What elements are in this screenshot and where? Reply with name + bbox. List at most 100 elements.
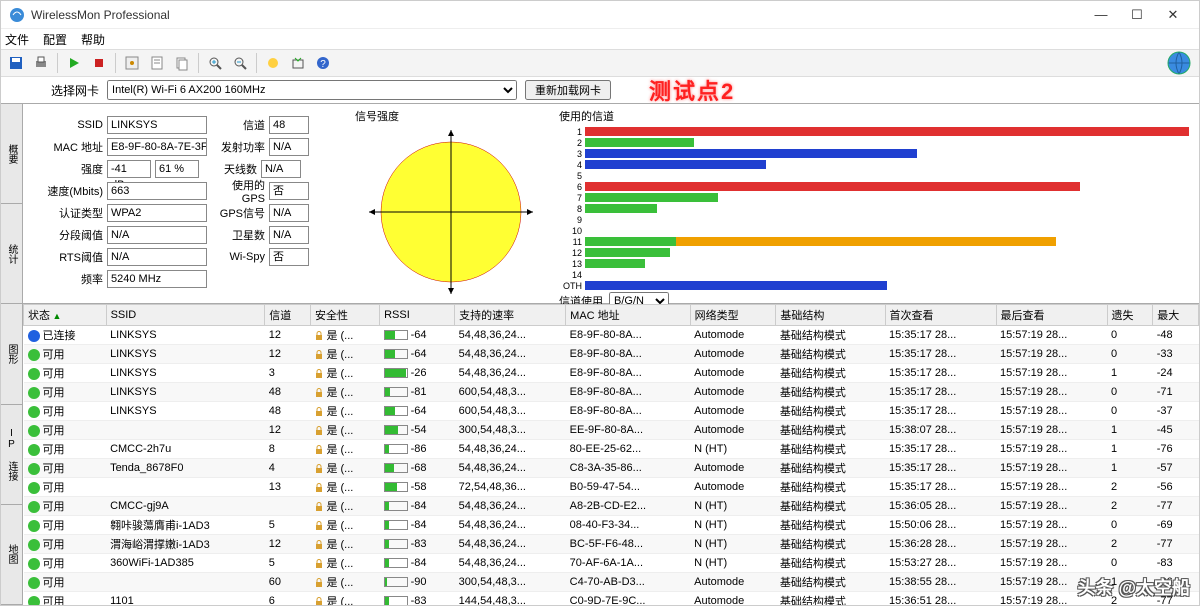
table-row[interactable]: 可用LINKSYS3是 (...-2654,48,36,24...E8-9F-8… [24,364,1199,383]
print-icon[interactable] [30,52,52,74]
antenna-label: 天线数 [203,161,257,177]
col-infra[interactable]: 基础结构 [776,305,885,326]
testpoint-label: 测试点2 [649,74,735,106]
maximize-button[interactable]: ☐ [1119,4,1155,26]
table-row[interactable]: 可用12是 (...-54300,54,48,3...EE-9F-80-8A..… [24,421,1199,440]
log-icon[interactable] [146,52,168,74]
channel-row: 3 [557,148,1189,159]
menu-file[interactable]: 文件 [5,31,29,48]
app-title: WirelessMon Professional [31,8,1083,22]
col-last[interactable]: 最后查看 [996,305,1107,326]
col-mac[interactable]: MAC 地址 [566,305,690,326]
channel-row: 9 [557,214,1189,225]
export-icon[interactable] [287,52,309,74]
table-row[interactable]: 可用360WiFi-1AD3855是 (...-8454,48,36,24...… [24,554,1199,573]
col-lost[interactable]: 遗失 [1107,305,1153,326]
help-icon[interactable]: ? [312,52,334,74]
network-table: 状态 ▲SSID信道安全性RSSI支持的速率MAC 地址网络类型基础结构首次查看… [23,304,1199,605]
channel-row: 8 [557,203,1189,214]
table-row[interactable]: 可用CMCC-gj9A是 (...-8454,48,36,24...A8-2B-… [24,497,1199,516]
table-row[interactable]: 可用LINKSYS48是 (...-81600,54,48,3...E8-9F-… [24,383,1199,402]
menu-config[interactable]: 配置 [43,31,67,48]
signal-radar [351,124,551,299]
channel-row: 2 [557,137,1189,148]
content: SSIDLINKSYS信道48 MAC 地址E8-9F-80-8A-7E-3F发… [23,104,1199,605]
side-tab[interactable]: 概要 [1,104,22,204]
menu-help[interactable]: 帮助 [81,31,105,48]
freq-value: 5240 MHz [107,270,207,288]
table-row[interactable]: 可用Tenda_8678F04是 (...-6854,48,36,24...C8… [24,459,1199,478]
table-row[interactable]: 可用60是 (...-90300,54,48,3...C4-70-AB-D3..… [24,573,1199,592]
channel-row: 12 [557,247,1189,258]
col-max[interactable]: 最大 [1153,305,1199,326]
channel-label: 信道 [211,117,265,133]
side-tab[interactable]: 统计 [1,204,22,304]
txpower-value: N/A [269,138,309,156]
channel-panel: 使用的信道 1234567891011121314OTH 信道使用 B/G/N [555,108,1195,299]
sat-label: 卫星数 [211,227,265,243]
close-button[interactable]: ✕ [1155,4,1191,26]
col-first[interactable]: 首次查看 [885,305,996,326]
col-chan[interactable]: 信道 [265,305,311,326]
table-row[interactable]: 可用LINKSYS48是 (...-64600,54,48,3...E8-9F-… [24,402,1199,421]
minimize-button[interactable]: — [1083,4,1119,26]
col-rates[interactable]: 支持的速率 [455,305,566,326]
gpsuse-value: 否 [269,182,309,200]
upper-panels: SSIDLINKSYS信道48 MAC 地址E8-9F-80-8A-7E-3F发… [23,104,1199,304]
table-row[interactable]: 已连接LINKSYS12是 (...-6454,48,36,24...E8-9F… [24,326,1199,345]
network-table-wrap[interactable]: 状态 ▲SSID信道安全性RSSI支持的速率MAC 地址网络类型基础结构首次查看… [23,304,1199,605]
info-panel: SSIDLINKSYS信道48 MAC 地址E8-9F-80-8A-7E-3F发… [27,108,347,299]
zoomin-icon[interactable] [204,52,226,74]
gpsuse-label: 使用的GPS [211,177,265,205]
table-row[interactable]: 可用渭海峪渭撑嫩i-1AD312是 (...-8354,48,36,24...B… [24,535,1199,554]
app-icon [9,7,25,23]
col-status[interactable]: 状态 ▲ [24,305,107,326]
table-row[interactable]: 可用11016是 (...-83144,54,48,3...C0-9D-7E-9… [24,592,1199,606]
strength-value: -41 dBm [107,160,151,178]
wispy-value: 否 [269,248,309,266]
table-row[interactable]: 可用CMCC-2h7u8是 (...-8654,48,36,24...80-EE… [24,440,1199,459]
table-header: 状态 ▲SSID信道安全性RSSI支持的速率MAC 地址网络类型基础结构首次查看… [24,305,1199,326]
col-ssid[interactable]: SSID [106,305,265,326]
options-icon[interactable] [121,52,143,74]
freq-label: 频率 [31,271,103,287]
sat-value: N/A [269,226,309,244]
table-row[interactable]: 可用翱咔骏蕩膺甫i-1AD35是 (...-8454,48,36,24...08… [24,516,1199,535]
mac-value: E8-9F-80-8A-7E-3F [107,138,207,156]
col-rssi[interactable]: RSSI [380,305,455,326]
auth-label: 认证类型 [31,205,103,221]
svg-text:?: ? [320,59,326,70]
stop-icon[interactable] [88,52,110,74]
nic-select[interactable]: Intel(R) Wi-Fi 6 AX200 160MHz [107,80,517,100]
auth-value: WPA2 [107,204,207,222]
copy-icon[interactable] [171,52,193,74]
nic-label: 选择网卡 [51,82,99,99]
col-sec[interactable]: 安全性 [310,305,379,326]
toolbar: ? [1,49,1199,77]
globe-icon[interactable] [1163,49,1195,77]
mac-label: MAC 地址 [31,139,103,155]
ssid-label: SSID [31,119,103,131]
filter-icon[interactable] [262,52,284,74]
side-tab[interactable]: 图形 [1,304,22,404]
frag-label: 分段阈值 [31,227,103,243]
col-ntype[interactable]: 网络类型 [690,305,776,326]
strength-label: 强度 [31,161,103,177]
channel-row: 13 [557,258,1189,269]
gpssig-label: GPS信号 [211,205,265,221]
channel-row: 14 [557,269,1189,280]
reload-nic-button[interactable]: 重新加载网卡 [525,80,611,100]
side-tab[interactable]: IP 连接 [1,405,22,505]
rate-label: 速度(Mbits) [31,183,103,199]
channel-title: 使用的信道 [555,108,1195,124]
side-tab[interactable]: 地图 [1,505,22,605]
menubar: 文件 配置 帮助 [1,29,1199,49]
save-icon[interactable] [5,52,27,74]
table-row[interactable]: 可用LINKSYS12是 (...-6454,48,36,24...E8-9F-… [24,345,1199,364]
frag-value: N/A [107,226,207,244]
channel-row: OTH [557,280,1189,291]
zoomout-icon[interactable] [229,52,251,74]
side-tabs: 概要统计图形IP 连接地图 [1,104,23,605]
table-row[interactable]: 可用13是 (...-5872,54,48,36...B0-59-47-54..… [24,478,1199,497]
start-icon[interactable] [63,52,85,74]
